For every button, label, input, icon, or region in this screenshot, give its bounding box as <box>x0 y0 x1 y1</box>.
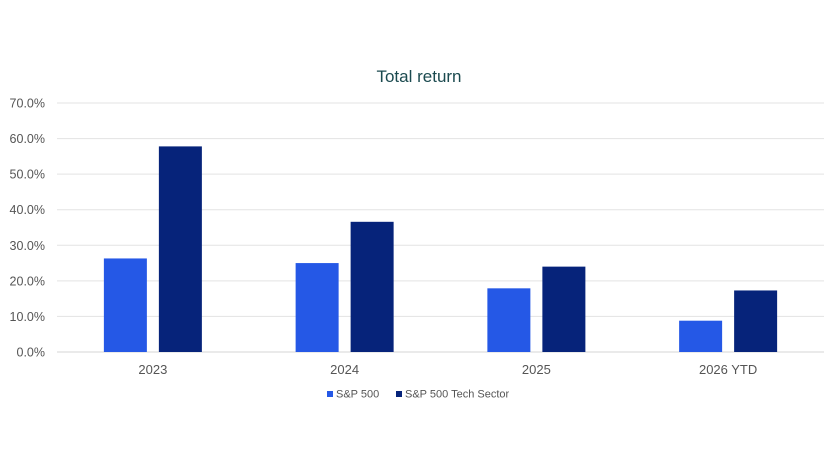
x-category-label: 2025 <box>522 362 551 377</box>
x-category-label: 2026 YTD <box>699 362 757 377</box>
x-category-label: 2024 <box>330 362 359 377</box>
bar-sp500-3 <box>679 320 723 352</box>
y-tick-label: 30.0% <box>10 239 45 253</box>
legend-label: S&P 500 Tech Sector <box>405 389 509 401</box>
bar-sp500-0 <box>103 258 147 352</box>
bar-sp500-tech-1 <box>350 221 394 352</box>
legend: S&P 500 S&P 500 Tech Sector <box>327 389 509 401</box>
y-tick-label: 20.0% <box>10 274 45 288</box>
bar-sp500-tech-3 <box>734 290 778 352</box>
bar-sp500-2 <box>487 288 531 352</box>
y-tick-label: 50.0% <box>10 168 45 182</box>
bar-sp500-tech-0 <box>158 146 202 352</box>
y-tick-label: 10.0% <box>10 310 45 324</box>
legend-swatch-sp500-tech <box>396 391 402 397</box>
bar-sp500-1 <box>295 263 339 352</box>
x-category-label: 2023 <box>138 362 167 377</box>
y-tick-label: 40.0% <box>10 203 45 217</box>
bar-sp500-tech-2 <box>542 266 586 352</box>
y-tick-label: 60.0% <box>10 132 45 146</box>
legend-swatch-sp500 <box>327 391 333 397</box>
legend-label: S&P 500 <box>336 389 379 401</box>
x-axis-category-labels: 2023 2024 2025 2026 YTD <box>138 362 757 377</box>
bars <box>103 146 778 352</box>
chart-title: Total return <box>376 67 461 86</box>
y-axis-tick-labels: 0.0% 10.0% 20.0% 30.0% 40.0% 50.0% 60.0% 70.0% <box>10 97 45 360</box>
y-tick-label: 70.0% <box>10 97 45 111</box>
y-tick-label: 0.0% <box>17 346 46 360</box>
